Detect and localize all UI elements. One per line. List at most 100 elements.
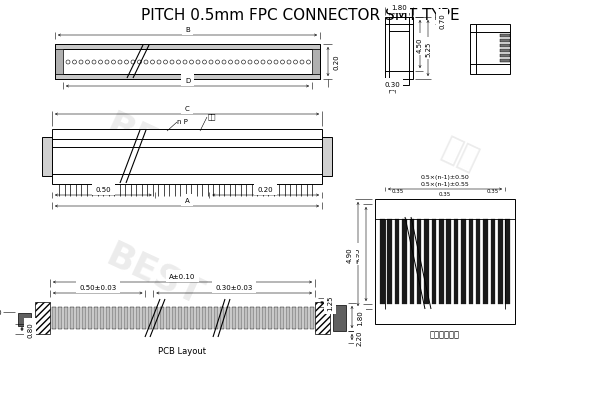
Bar [166,307,170,329]
Bar [130,307,134,329]
Text: 斯特: 斯特 [203,140,257,189]
Text: B: B [185,27,190,33]
Bar [446,220,451,304]
Bar [94,307,98,329]
Text: 0.30±0.03: 0.30±0.03 [215,284,253,290]
Circle shape [92,61,96,65]
Circle shape [164,61,167,65]
Bar [410,220,414,304]
Bar [417,220,421,304]
Circle shape [203,61,206,65]
Text: 4.90: 4.90 [347,247,353,262]
Bar [498,220,503,304]
Circle shape [248,61,252,65]
Bar [431,220,436,304]
Text: 0.70: 0.70 [439,13,445,29]
Bar [172,307,176,329]
Bar [100,307,104,329]
Bar [124,307,128,329]
Text: PITCH 0.5mm FPC CONNECTOR SMT TYPE: PITCH 0.5mm FPC CONNECTOR SMT TYPE [140,7,460,22]
Text: A: A [185,198,190,204]
Bar [55,45,320,80]
Text: D: D [185,78,190,84]
Bar [424,220,429,304]
Bar [500,60,510,63]
Circle shape [86,61,89,65]
Bar [178,307,182,329]
Bar [42,138,52,177]
Circle shape [66,61,70,65]
Bar [395,220,400,304]
Circle shape [222,61,226,65]
Bar [202,307,206,329]
Bar [154,307,158,329]
Text: BEST: BEST [101,108,209,182]
Text: A±0.10: A±0.10 [169,273,196,279]
Bar [148,307,152,329]
Bar [286,307,290,329]
Text: 2.80: 2.80 [0,309,2,315]
Text: 0.20: 0.20 [333,54,339,70]
Bar [500,55,510,58]
Bar [136,307,140,329]
Bar [106,307,110,329]
Bar [461,220,466,304]
Bar [402,220,407,304]
Bar [76,307,80,329]
Bar [52,307,56,329]
Bar [88,307,92,329]
Bar [82,307,86,329]
Bar [250,307,254,329]
Bar [322,138,332,177]
Bar [142,307,146,329]
Bar [333,305,346,331]
Bar [469,220,473,304]
Bar [214,307,218,329]
Circle shape [254,61,259,65]
Circle shape [293,61,298,65]
Bar [18,313,31,326]
Bar [304,307,308,329]
Circle shape [190,61,194,65]
Bar [500,50,510,53]
Circle shape [209,61,213,65]
Bar [439,220,443,304]
Bar [268,307,272,329]
Bar [500,35,510,38]
Circle shape [229,61,233,65]
Bar [380,220,385,304]
Bar [312,50,320,75]
Bar [389,80,409,86]
Bar [208,307,212,329]
Text: 1.80: 1.80 [357,309,363,325]
Text: 5.25: 5.25 [425,41,431,56]
Circle shape [196,61,200,65]
Circle shape [98,61,103,65]
Text: 板载: 板载 [208,113,216,120]
Bar [232,307,236,329]
Bar [112,307,116,329]
Bar [190,307,194,329]
Bar [256,307,260,329]
Circle shape [125,61,128,65]
Bar [58,307,62,329]
Bar [55,45,320,50]
Bar [274,307,278,329]
Bar [315,302,330,334]
Bar [483,220,488,304]
Bar [385,18,413,80]
Bar [280,307,284,329]
Text: C: C [185,106,190,112]
Text: 0.50: 0.50 [95,187,111,193]
Circle shape [242,61,245,65]
Bar [55,75,320,80]
Bar [500,40,510,43]
Circle shape [137,61,142,65]
Bar [160,307,164,329]
Circle shape [112,61,116,65]
Bar [500,45,510,48]
Text: 0.5×(n-1)±0.55: 0.5×(n-1)±0.55 [421,182,469,187]
Text: 0.35: 0.35 [487,189,499,194]
Circle shape [274,61,278,65]
Text: n P: n P [176,119,187,125]
